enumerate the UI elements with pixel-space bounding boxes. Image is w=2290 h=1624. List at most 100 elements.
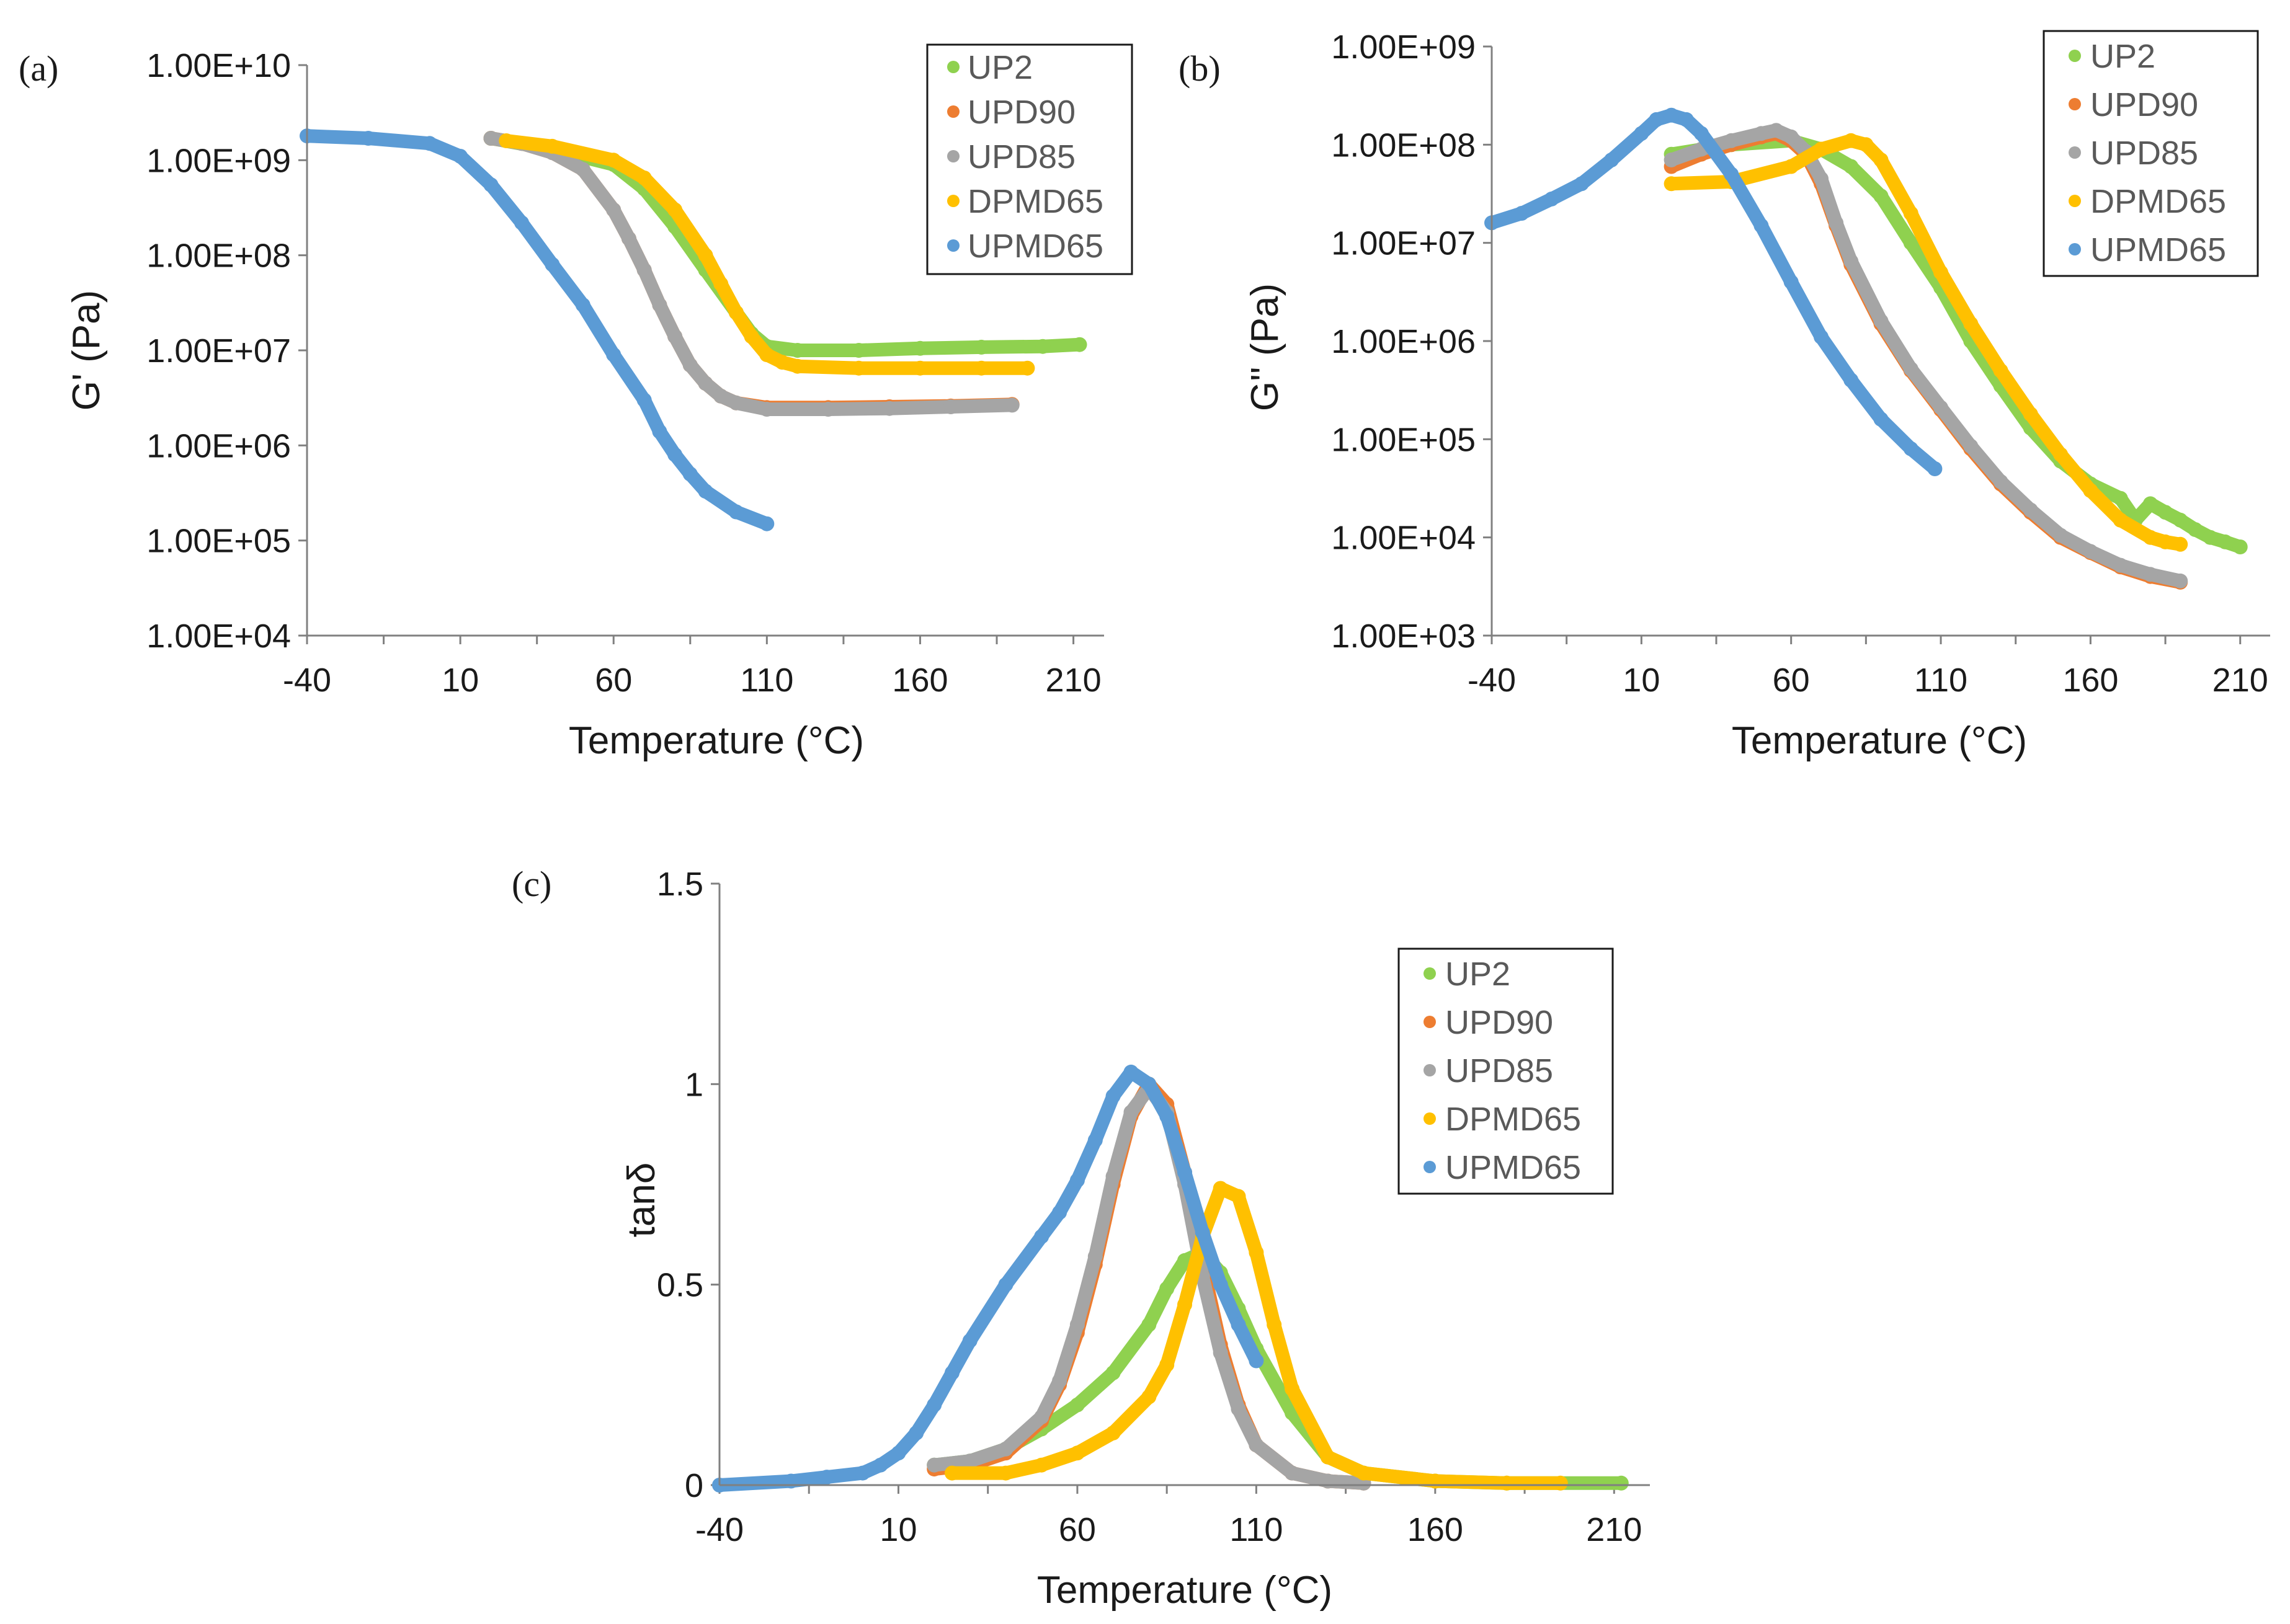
data-point-dpmd65	[1427, 1473, 1443, 1489]
data-point-upmd65	[1843, 373, 1859, 388]
data-point-upmd65	[514, 215, 529, 231]
data-point-dpmd65	[2113, 512, 2128, 528]
data-point-dpmd65	[912, 360, 928, 376]
legend-item-upd85: UPD85	[1423, 1052, 1553, 1089]
data-point-dpmd65	[667, 202, 683, 218]
legend-label-up2: UP2	[2090, 38, 2155, 75]
data-point-upmd65	[1814, 329, 1829, 345]
data-point-upd85	[606, 202, 622, 218]
data-point-upmd65	[1034, 1229, 1049, 1245]
data-point-upmd65	[891, 1445, 906, 1461]
data-point-dpmd65	[974, 360, 989, 376]
panel-c: (c) 0 0.5 1 1.5 -40 10 60 110 160 210 Temperatur…	[512, 864, 1650, 1612]
data-point-up2	[2188, 522, 2203, 538]
data-point-dpmd65	[1231, 1189, 1246, 1204]
data-point-dpmd65	[1553, 1475, 1568, 1491]
data-point-upd85	[713, 388, 729, 404]
data-point-upd85	[1724, 133, 1739, 148]
data-point-upmd65	[1213, 1277, 1228, 1292]
data-point-dpmd65	[698, 247, 713, 263]
data-point-dpmd65	[1664, 176, 1679, 192]
data-point-upmd65	[1927, 461, 1943, 476]
data-point-up2	[974, 339, 989, 355]
data-point-upmd65	[682, 466, 698, 482]
data-point-upd85	[1873, 313, 1889, 329]
x-tick-label: 160	[2062, 662, 2118, 699]
data-point-dpmd65	[2023, 406, 2038, 422]
legend-label-up2: UP2	[1445, 956, 1510, 993]
legend-item-upd85: UPD85	[2069, 135, 2198, 172]
data-point-upmd65	[1141, 1076, 1157, 1092]
data-point-upmd65	[1574, 176, 1589, 192]
panel-c-x-title: Temperature (°C)	[1037, 1569, 1332, 1612]
data-point-upd85	[943, 399, 958, 414]
data-point-upmd65	[636, 393, 652, 408]
data-point-dpmd65	[2083, 483, 2098, 499]
panel-c-x-ticks: -40 10 60 110 160 210	[695, 1485, 1642, 1548]
data-point-upmd65	[360, 131, 376, 146]
data-point-upmd65	[1231, 1317, 1246, 1333]
data-point-upd85	[1829, 215, 1844, 231]
data-point-upd85	[1087, 1249, 1103, 1264]
data-point-upd85	[1285, 1465, 1300, 1481]
data-point-upmd65	[1903, 441, 1918, 456]
data-point-up2	[2232, 539, 2248, 554]
legend-marker-up2	[2069, 50, 2081, 62]
data-point-upd85	[1123, 1104, 1139, 1120]
legend-marker-up2	[1423, 967, 1436, 980]
legend-item-upmd65: UPMD65	[1423, 1149, 1581, 1186]
panel-a-series	[300, 128, 1087, 531]
legend-item-dpmd65: DPMD65	[2069, 183, 2226, 220]
legend-marker-dpmd65	[947, 195, 960, 207]
data-point-upmd65	[483, 177, 499, 193]
data-point-upmd65	[819, 1470, 835, 1485]
legend-item-upd90: UPD90	[947, 94, 1076, 131]
data-point-upmd65	[1783, 274, 1799, 290]
data-point-up2	[912, 340, 928, 356]
data-point-upd85	[698, 376, 713, 391]
y-tick-label: 1.00E+06	[1331, 323, 1476, 360]
data-point-up2	[1035, 339, 1051, 354]
panel-c-legend: UP2 UPD90 UPD85 DPMD65 UPMD65	[1397, 947, 1614, 1195]
data-point-upmd65	[1195, 1225, 1210, 1240]
data-point-upmd65	[1159, 1109, 1175, 1124]
panel-c-y-title: tanδ	[620, 1163, 663, 1238]
data-point-upmd65	[652, 424, 667, 439]
panel-a-legend: UP2 UPD90 UPD85 DPMD65 UPMD65	[926, 43, 1133, 275]
legend-marker-upmd65	[947, 239, 960, 252]
data-point-upd85	[882, 401, 897, 416]
data-point-dpmd65	[2158, 534, 2173, 549]
x-tick-label: 60	[1773, 662, 1810, 699]
y-tick-label: 1	[685, 1066, 703, 1103]
data-point-upmd65	[945, 1365, 960, 1380]
legend-label-upmd65: UPMD65	[968, 228, 1103, 265]
panel-c-y-ticks: 0 0.5 1 1.5	[657, 866, 720, 1504]
data-point-upd85	[1933, 400, 1948, 415]
data-point-up2	[1843, 159, 1859, 174]
data-point-dpmd65	[1783, 159, 1799, 174]
legend-marker-upd90	[1423, 1016, 1436, 1028]
legend-marker-upd85	[2069, 146, 2081, 159]
data-point-upd85	[1231, 1401, 1246, 1417]
panel-b-y-ticks: 1.00E+03 1.00E+04 1.00E+05 1.00E+06 1.00E+07…	[1331, 29, 1492, 655]
series-dpmd65-trail	[499, 134, 1035, 375]
data-point-upd85	[1993, 474, 2008, 489]
data-point-upmd65	[998, 1277, 1014, 1292]
data-point-upd85	[652, 297, 667, 313]
data-point-up2	[2217, 534, 2233, 549]
data-point-dpmd65	[2173, 536, 2188, 552]
y-tick-label: 1.00E+10	[146, 47, 291, 84]
y-tick-label: 1.00E+05	[1331, 421, 1476, 458]
data-point-upmd65	[728, 504, 744, 520]
data-point-dpmd65	[775, 355, 790, 370]
legend-item-up2: UP2	[1423, 956, 1510, 993]
panel-a-legend-box	[926, 43, 1133, 275]
data-point-upmd65	[1693, 126, 1709, 141]
legend-marker-upd90	[947, 105, 960, 118]
y-tick-label: 1.00E+05	[146, 523, 291, 560]
panel-c-label: (c)	[512, 864, 551, 904]
legend-marker-upd85	[947, 150, 960, 162]
x-tick-label: 160	[892, 662, 948, 699]
data-point-upmd65	[545, 257, 560, 272]
data-point-dpmd65	[1356, 1465, 1371, 1481]
